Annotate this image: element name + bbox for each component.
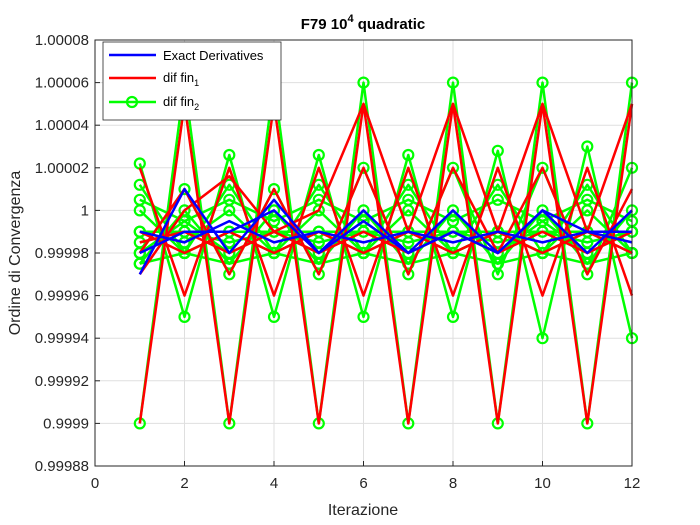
- y-tick-label: 0.99998: [35, 245, 89, 262]
- data-point-fin2: [402, 148, 415, 162]
- legend-label-fin1-sub: 1: [194, 78, 199, 88]
- series-line-fin1: [139, 230, 633, 255]
- x-tick-label: 0: [91, 475, 99, 492]
- data-point-fin2: [446, 161, 460, 174]
- data-point-fin2: [536, 76, 549, 89]
- y-tick-label: 0.99996: [35, 288, 89, 305]
- y-tick-label: 1.00008: [35, 32, 89, 49]
- x-tick-label: 12: [624, 475, 641, 492]
- y-tick-label: 0.99994: [35, 330, 89, 347]
- x-tick-label: 2: [180, 475, 188, 492]
- x-axis-label: Iterazione: [328, 502, 398, 519]
- x-tick-label: 4: [270, 475, 278, 492]
- data-point-fin2: [536, 204, 549, 217]
- data-point-fin2: [223, 148, 236, 162]
- data-point-fin2: [357, 225, 370, 238]
- legend-label-fin2: dif fin2: [163, 94, 199, 112]
- x-tick-label: 8: [449, 475, 457, 492]
- data-point-fin2: [446, 204, 460, 217]
- data-point-fin2: [581, 193, 594, 206]
- data-point-fin2: [178, 183, 191, 196]
- series-line-exact: [139, 219, 633, 244]
- chart-title-superscript: 4: [347, 13, 354, 25]
- x-tick-label: 6: [359, 475, 367, 492]
- series-lines: [133, 76, 639, 430]
- y-tick-label: 0.99988: [35, 458, 89, 475]
- y-tick-label: 1: [81, 202, 89, 219]
- legend-marker-fin2: [125, 95, 139, 109]
- legend-label-fin1: dif fin1: [163, 70, 199, 88]
- series-exact: [138, 187, 633, 275]
- data-point-fin2: [446, 310, 460, 323]
- data-point-fin2: [402, 193, 415, 206]
- series-line-exact: [138, 187, 633, 275]
- data-point-fin2: [312, 148, 325, 162]
- data-point-fin2: [581, 236, 594, 249]
- legend-label-fin1-main: dif fin: [163, 70, 194, 85]
- series-line-fin1: [138, 102, 634, 276]
- data-point-fin2: [178, 310, 191, 323]
- chart-title-main: F79 10: [301, 16, 348, 33]
- y-tick-label: 0.99992: [35, 373, 89, 390]
- series-line-fin1: [138, 102, 634, 425]
- data-point-fin2: [581, 140, 594, 153]
- data-point-fin2: [267, 183, 281, 196]
- data-point-fin2: [491, 144, 504, 157]
- ticks: 0 2 4 6 8 10 120.999880.99990.999920.999940.99…: [35, 32, 641, 492]
- data-point-fin2: [536, 332, 549, 345]
- chart-title: F79 104 quadratic: [301, 13, 426, 33]
- y-tick-label: 1.00006: [35, 75, 89, 92]
- x-tick-label: 10: [534, 475, 551, 492]
- data-point-fin2: [491, 257, 504, 270]
- data-point-fin2: [267, 246, 281, 260]
- y-axis-label: Ordine di Convergenza: [7, 171, 24, 336]
- y-tick-label: 1.00002: [35, 160, 89, 177]
- series-line-fin1: [138, 166, 634, 276]
- y-tick-label: 0.9999: [43, 415, 89, 432]
- data-point-fin2: [312, 236, 325, 249]
- data-point-fin2: [223, 193, 236, 206]
- legend-label-fin2-sub: 2: [194, 102, 199, 112]
- data-point-fin2: [536, 161, 549, 174]
- data-point-fin2: [357, 76, 370, 89]
- data-point-fin2: [491, 193, 504, 206]
- data-point-fin2: [357, 246, 370, 260]
- data-point-fin2: [446, 246, 460, 260]
- data-point-fin2: [357, 161, 370, 174]
- data-point-fin2: [267, 225, 281, 238]
- data-point-fin2: [357, 310, 370, 323]
- data-point-fin2: [178, 246, 191, 260]
- data-point-fin2: [133, 193, 146, 206]
- data-point-fin2: [536, 225, 549, 238]
- data-point-fin2: [536, 246, 549, 260]
- data-point-fin2: [402, 236, 415, 249]
- data-point-fin2: [267, 310, 281, 323]
- data-point-fin2: [446, 225, 460, 238]
- chart-title-suffix: quadratic: [354, 16, 426, 33]
- legend-label-exact: Exact Derivatives: [163, 48, 264, 63]
- data-point-fin2: [357, 204, 370, 217]
- legend: Exact Derivatives dif fin1 dif fin2: [102, 41, 282, 121]
- data-point-fin2: [223, 236, 236, 249]
- data-point-fin2: [446, 76, 460, 89]
- data-point-fin2: [178, 204, 191, 217]
- y-tick-label: 1.00004: [35, 117, 89, 134]
- series-fin1: [138, 102, 634, 425]
- data-point-fin2: [267, 204, 281, 217]
- legend-label-fin2-main: dif fin: [163, 94, 194, 109]
